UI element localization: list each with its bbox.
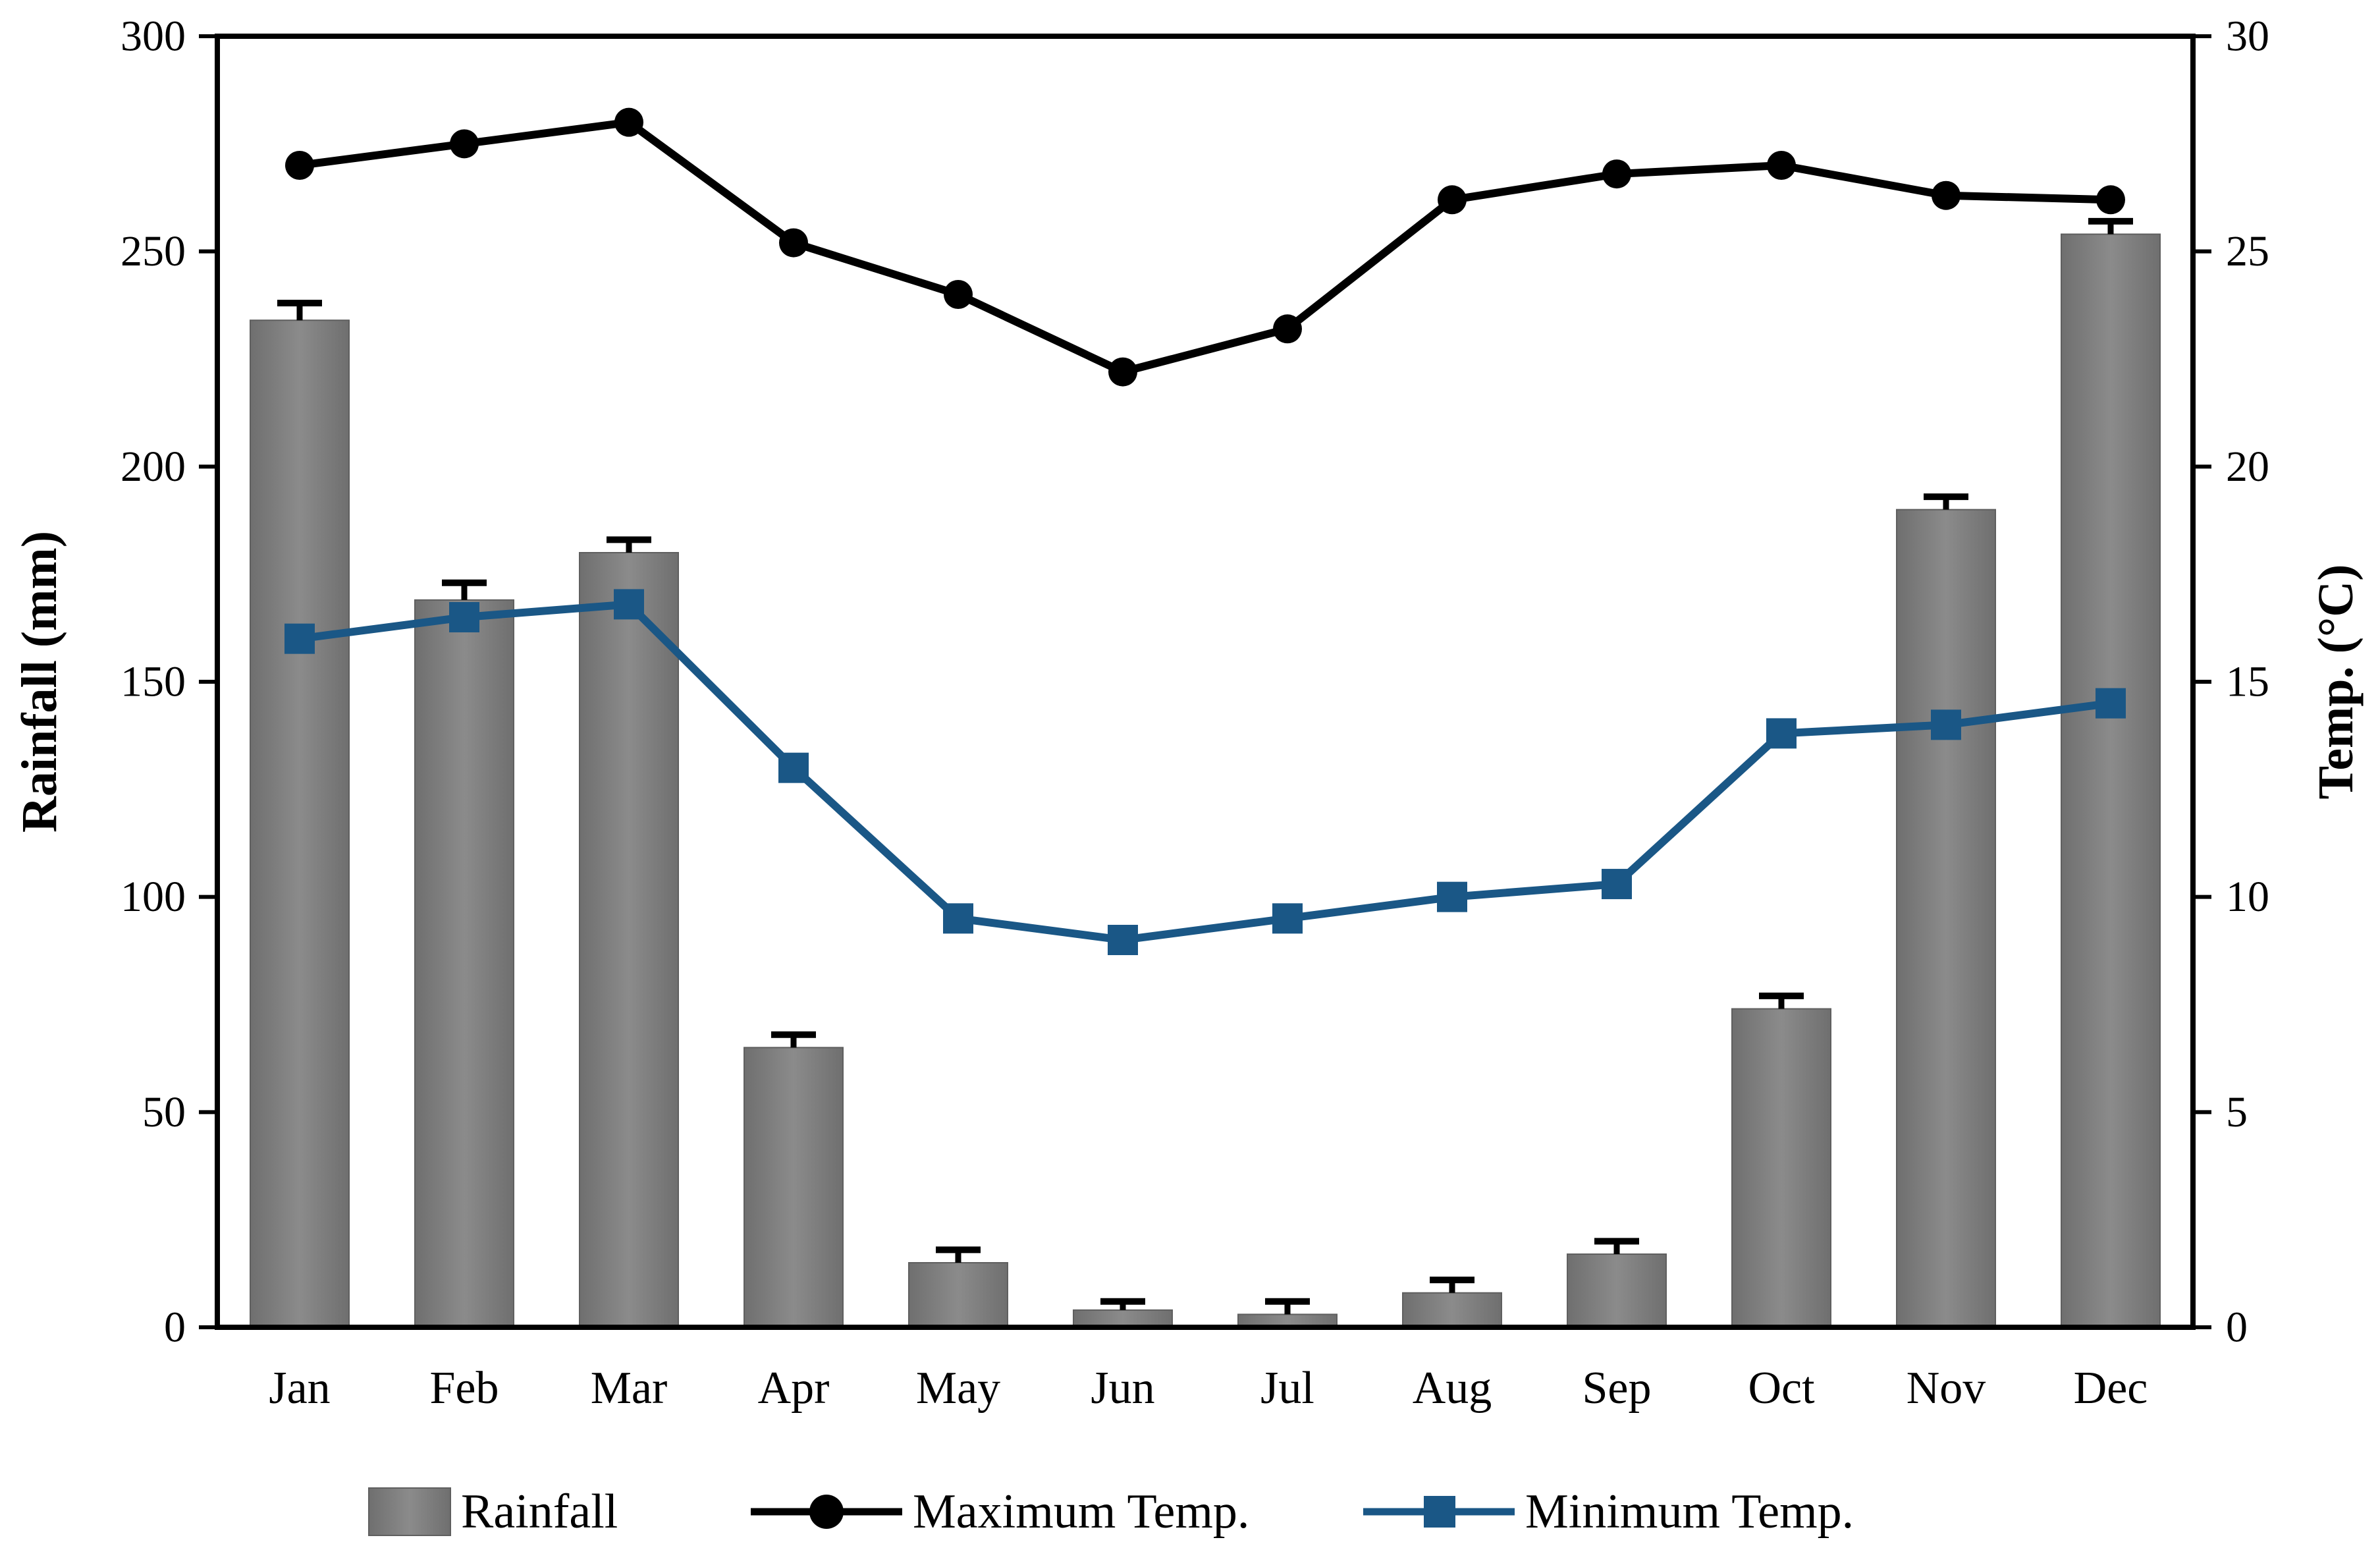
right-axis-title: Temp. (°C): [2308, 565, 2364, 800]
min-temp-point-oct: [1766, 718, 1797, 749]
min-temp-point-may: [943, 903, 973, 934]
month-label-jul: Jul: [1260, 1363, 1314, 1414]
max-temp-point-sep: [1602, 159, 1631, 189]
left-tick-label-250: 250: [121, 227, 186, 275]
right-tick-label-10: 10: [2226, 873, 2269, 921]
legend: Rainfall Maximum Temp. Minimum Temp.: [368, 1485, 1854, 1539]
max-temp-point-jan: [285, 151, 314, 180]
right-tick-label-15: 15: [2226, 658, 2269, 706]
max-temp-marker-icon: [809, 1495, 844, 1529]
bar-nov: [1896, 509, 1996, 1329]
right-tick-label-5: 5: [2226, 1088, 2248, 1136]
month-label-dec: Dec: [2074, 1363, 2148, 1414]
left-tick-label-100: 100: [121, 873, 186, 921]
max-temp-point-aug: [1438, 185, 1467, 215]
right-tick-label-0: 0: [2226, 1304, 2248, 1352]
legend-label-rainfall: Rainfall: [461, 1485, 618, 1539]
min-temp-point-nov: [1931, 709, 1961, 740]
legend-item-max-temp: Maximum Temp.: [751, 1485, 1249, 1539]
right-tick-label-25: 25: [2226, 227, 2269, 275]
max-temp-point-nov: [1932, 180, 1961, 210]
max-temp-point-apr: [779, 228, 808, 258]
month-label-jun: Jun: [1091, 1363, 1154, 1414]
left-tick-label-0: 0: [164, 1304, 186, 1352]
right-tick-label-20: 20: [2226, 443, 2269, 491]
left-tick-label-200: 200: [121, 443, 186, 491]
bar-sep: [1567, 1253, 1667, 1329]
min-temp-point-apr: [778, 752, 809, 783]
month-label-jan: Jan: [269, 1363, 330, 1414]
min-temp-point-sep: [1602, 869, 1632, 900]
legend-item-min-temp: Minimum Temp.: [1363, 1485, 1854, 1539]
left-axis-title: Rainfall (mm): [12, 531, 67, 833]
min-temp-point-feb: [449, 602, 479, 632]
month-label-aug: Aug: [1413, 1363, 1492, 1414]
max-temp-point-feb: [450, 129, 479, 159]
max-temp-line: [299, 118, 2111, 376]
month-label-apr: Apr: [758, 1363, 830, 1414]
max-temp-point-jul: [1273, 314, 1302, 344]
month-label-oct: Oct: [1748, 1363, 1815, 1414]
bar-feb: [414, 599, 514, 1328]
legend-label-min-temp: Minimum Temp.: [1525, 1485, 1854, 1539]
legend-item-rainfall: Rainfall: [368, 1485, 618, 1539]
bar-may: [908, 1262, 1008, 1328]
min-temp-line: [299, 600, 2111, 945]
max-temp-point-dec: [2096, 185, 2125, 215]
max-temp-point-jun: [1108, 357, 1137, 387]
min-temp-point-jul: [1272, 903, 1303, 934]
month-label-may: May: [916, 1363, 1000, 1414]
min-temp-marker-icon: [1424, 1496, 1455, 1528]
bar-apr: [744, 1047, 844, 1329]
right-tick-label-30: 30: [2226, 13, 2269, 61]
month-label-nov: Nov: [1907, 1363, 1986, 1414]
left-tick-label-50: 50: [142, 1088, 186, 1136]
bar-dec: [2061, 233, 2161, 1328]
bar-oct: [1731, 1008, 1831, 1328]
month-label-sep: Sep: [1582, 1363, 1652, 1414]
max-temp-point-may: [944, 280, 973, 309]
min-temp-point-mar: [614, 589, 644, 620]
legend-label-max-temp: Maximum Temp.: [913, 1485, 1249, 1539]
max-temp-point-oct: [1767, 151, 1796, 180]
month-label-mar: Mar: [591, 1363, 668, 1414]
min-temp-point-jun: [1108, 925, 1138, 955]
bar-mar: [579, 552, 679, 1328]
min-temp-point-jan: [284, 623, 315, 654]
max-temp-point-mar: [614, 107, 643, 137]
left-tick-label-300: 300: [121, 13, 186, 61]
min-temp-point-dec: [2096, 688, 2126, 719]
left-tick-label-150: 150: [121, 658, 186, 706]
rainfall-swatch-icon: [368, 1487, 451, 1536]
bar-jan: [250, 319, 350, 1329]
bar-aug: [1402, 1292, 1502, 1328]
month-label-feb: Feb: [430, 1363, 499, 1414]
min-temp-point-aug: [1437, 881, 1467, 912]
